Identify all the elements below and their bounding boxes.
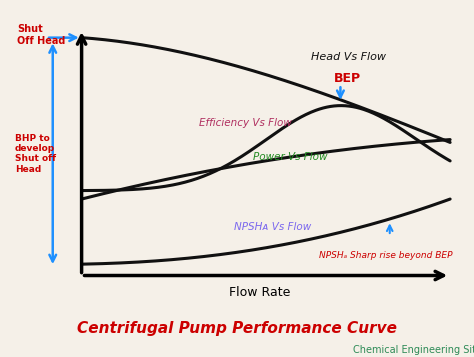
- Text: NPSHₐ Sharp rise beyond BEP: NPSHₐ Sharp rise beyond BEP: [319, 251, 452, 260]
- Text: Chemical Engineering Site: Chemical Engineering Site: [353, 345, 474, 355]
- Text: BHP to
develop
Shut off
Head: BHP to develop Shut off Head: [15, 134, 56, 174]
- Text: Head Vs Flow: Head Vs Flow: [310, 52, 385, 62]
- Text: Efficiency Vs Flow: Efficiency Vs Flow: [200, 117, 292, 127]
- Text: NPSHᴀ Vs Flow: NPSHᴀ Vs Flow: [234, 222, 311, 232]
- Text: Flow Rate: Flow Rate: [228, 286, 290, 299]
- Text: Centrifugal Pump Performance Curve: Centrifugal Pump Performance Curve: [77, 321, 397, 336]
- Text: Shut
Off Head: Shut Off Head: [17, 24, 65, 46]
- Text: BEP: BEP: [334, 71, 361, 85]
- Text: Power Vs Flow: Power Vs Flow: [253, 152, 328, 162]
